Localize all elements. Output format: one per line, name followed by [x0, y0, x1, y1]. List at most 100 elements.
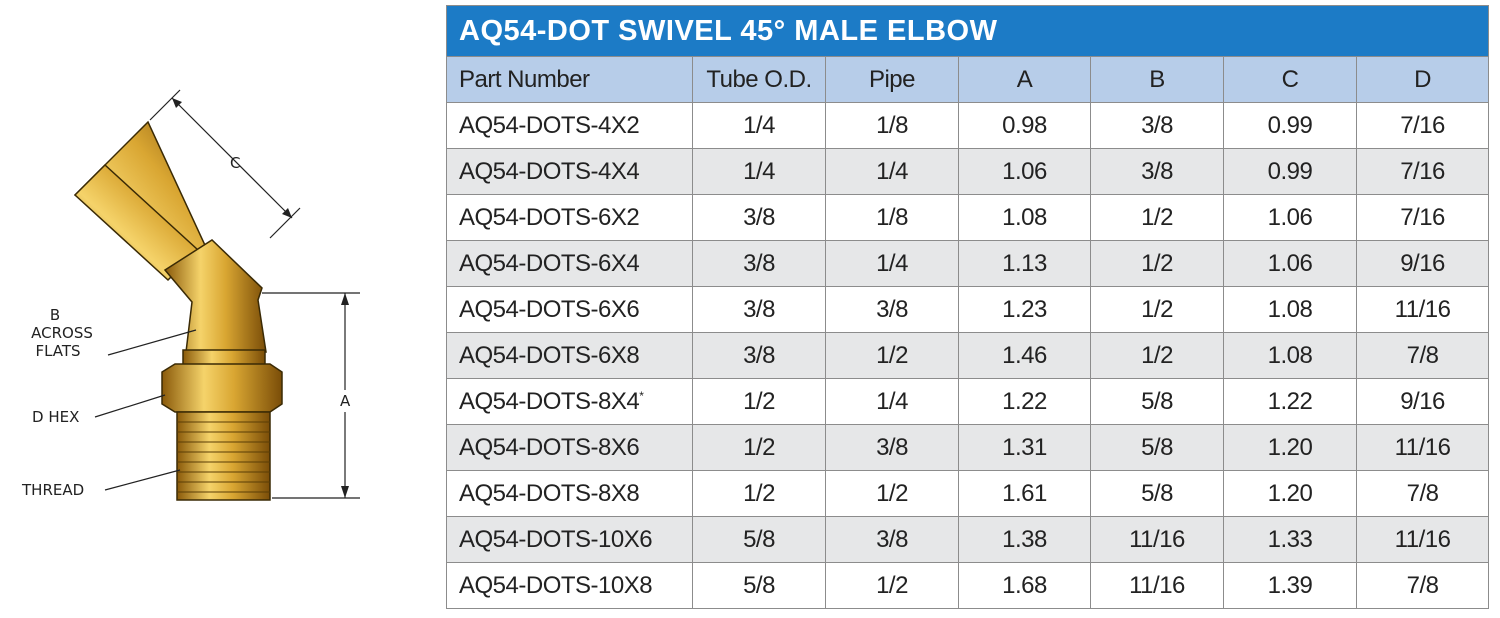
- hex: [161, 363, 283, 413]
- column-header: Part Number: [446, 56, 693, 103]
- table-row: AQ54-DOTS-6X8 3/8 1/2 1.46 1/2 1.08 7/8: [446, 332, 1490, 379]
- table-row: AQ54-DOTS-6X2 3/8 1/8 1.08 1/2 1.06 7/16: [446, 194, 1490, 241]
- cell: 11/16: [1355, 516, 1490, 563]
- cell: 1.06: [958, 148, 1091, 195]
- cell: 9/16: [1355, 240, 1490, 287]
- thread-section: [176, 411, 271, 501]
- cell: 1.08: [958, 194, 1091, 241]
- cell: 5/8: [1090, 378, 1224, 425]
- column-header: D: [1355, 56, 1490, 103]
- table-title: AQ54-DOT SWIVEL 45° MALE ELBOW: [445, 5, 1490, 57]
- column-header: Tube O.D.: [692, 56, 826, 103]
- cell: 1/2: [825, 470, 959, 517]
- part-number: AQ54-DOTS-6X6: [446, 286, 693, 333]
- cell: 5/8: [1090, 424, 1224, 471]
- cell: 5/8: [692, 562, 826, 609]
- label-d-hex: D HEX: [32, 408, 79, 426]
- cell: 5/8: [1090, 470, 1224, 517]
- table-row: AQ54-DOTS-8X8 1/2 1/2 1.61 5/8 1.20 7/8: [446, 470, 1490, 517]
- part-number: AQ54-DOTS-10X6: [446, 516, 693, 563]
- fitting-diagram: C B ACROSS FLATS D HEX THREAD A: [21, 89, 360, 501]
- cell: 0.99: [1223, 148, 1357, 195]
- elbow: [163, 239, 267, 353]
- cell: 1/4: [825, 378, 959, 425]
- cell: 1/2: [825, 562, 959, 609]
- cell: 1.61: [958, 470, 1091, 517]
- table-row: AQ54-DOTS-6X6 3/8 3/8 1.23 1/2 1.08 11/16: [446, 286, 1490, 333]
- fitting: [73, 120, 283, 501]
- cell: 1/8: [825, 102, 959, 149]
- cell: 1/8: [825, 194, 959, 241]
- part-number: AQ54-DOTS-8X4*: [446, 378, 693, 425]
- cell: 1.31: [958, 424, 1091, 471]
- spec-table: AQ54-DOT SWIVEL 45° MALE ELBOW Part Numb…: [445, 5, 1490, 609]
- part-number: AQ54-DOTS-4X2: [446, 102, 693, 149]
- table-row: AQ54-DOTS-10X8 5/8 1/2 1.68 11/16 1.39 7/8: [446, 562, 1490, 609]
- cell: 1.06: [1223, 194, 1357, 241]
- cell: 1/2: [1090, 286, 1224, 333]
- table-row: AQ54-DOTS-10X6 5/8 3/8 1.38 11/16 1.33 11/16: [446, 516, 1490, 563]
- cell: 3/8: [825, 286, 959, 333]
- cell: 3/8: [1090, 148, 1224, 195]
- cell: 11/16: [1090, 516, 1224, 563]
- table-row: AQ54-DOTS-4X2 1/4 1/8 0.98 3/8 0.99 7/16: [446, 102, 1490, 149]
- column-header: B: [1090, 56, 1224, 103]
- cell: 1/2: [692, 470, 826, 517]
- cell: 1.22: [1223, 378, 1357, 425]
- cell: 7/8: [1355, 470, 1490, 517]
- cell: 1/2: [692, 424, 826, 471]
- cell: 1.38: [958, 516, 1091, 563]
- cell: 1/4: [825, 240, 959, 287]
- cell: 11/16: [1355, 424, 1490, 471]
- cell: 1/2: [692, 378, 826, 425]
- cell: 1.08: [1223, 332, 1357, 379]
- label-c: C: [230, 154, 240, 172]
- label-a: A: [340, 392, 351, 410]
- part-number: AQ54-DOTS-6X4: [446, 240, 693, 287]
- table-row: AQ54-DOTS-8X6 1/2 3/8 1.31 5/8 1.20 11/16: [446, 424, 1490, 471]
- cell: 1/4: [825, 148, 959, 195]
- cell: 1.46: [958, 332, 1091, 379]
- cell: 5/8: [692, 516, 826, 563]
- cell-text: AQ54-DOTS-8X4: [459, 387, 640, 415]
- cell: 3/8: [692, 194, 826, 241]
- column-header: A: [958, 56, 1091, 103]
- label-flats: FLATS: [35, 342, 80, 360]
- cell: 1.23: [958, 286, 1091, 333]
- part-number: AQ54-DOTS-8X6: [446, 424, 693, 471]
- label-across: ACROSS: [31, 324, 93, 342]
- cell: 1.22: [958, 378, 1091, 425]
- cell: 1/2: [825, 332, 959, 379]
- threads: [177, 421, 270, 493]
- header-row: Part Number Tube O.D. Pipe A B C D: [446, 56, 1490, 103]
- table-row: AQ54-DOTS-4X4 1/4 1/4 1.06 3/8 0.99 7/16: [446, 148, 1490, 195]
- part-number: AQ54-DOTS-4X4: [446, 148, 693, 195]
- cell: 1.39: [1223, 562, 1357, 609]
- label-thread: THREAD: [21, 481, 84, 499]
- cell: 3/8: [692, 240, 826, 287]
- part-number: AQ54-DOTS-8X8: [446, 470, 693, 517]
- column-header: C: [1223, 56, 1357, 103]
- cell: 7/16: [1355, 194, 1490, 241]
- part-number: AQ54-DOTS-6X8: [446, 332, 693, 379]
- cell: 1.13: [958, 240, 1091, 287]
- cell: 1.20: [1223, 424, 1357, 471]
- cell: 1.20: [1223, 470, 1357, 517]
- label-b: B: [50, 306, 60, 324]
- table-body: AQ54-DOT SWIVEL 45° MALE ELBOW Part Numb…: [445, 5, 1490, 609]
- cell: 1/4: [692, 102, 826, 149]
- cell: 7/16: [1355, 102, 1490, 149]
- cell: 1/2: [1090, 240, 1224, 287]
- title-row: AQ54-DOT SWIVEL 45° MALE ELBOW: [445, 5, 1490, 57]
- cell: 1/4: [692, 148, 826, 195]
- cell: 7/8: [1355, 332, 1490, 379]
- dimension-lines: [94, 89, 360, 499]
- table-row: AQ54-DOTS-6X4 3/8 1/4 1.13 1/2 1.06 9/16: [446, 240, 1490, 287]
- cell: 7/8: [1355, 562, 1490, 609]
- part-number: AQ54-DOTS-6X2: [446, 194, 693, 241]
- part-number: AQ54-DOTS-10X8: [446, 562, 693, 609]
- cell: 1.06: [1223, 240, 1357, 287]
- cell: 1/2: [1090, 194, 1224, 241]
- cell: 7/16: [1355, 148, 1490, 195]
- cell: 0.98: [958, 102, 1091, 149]
